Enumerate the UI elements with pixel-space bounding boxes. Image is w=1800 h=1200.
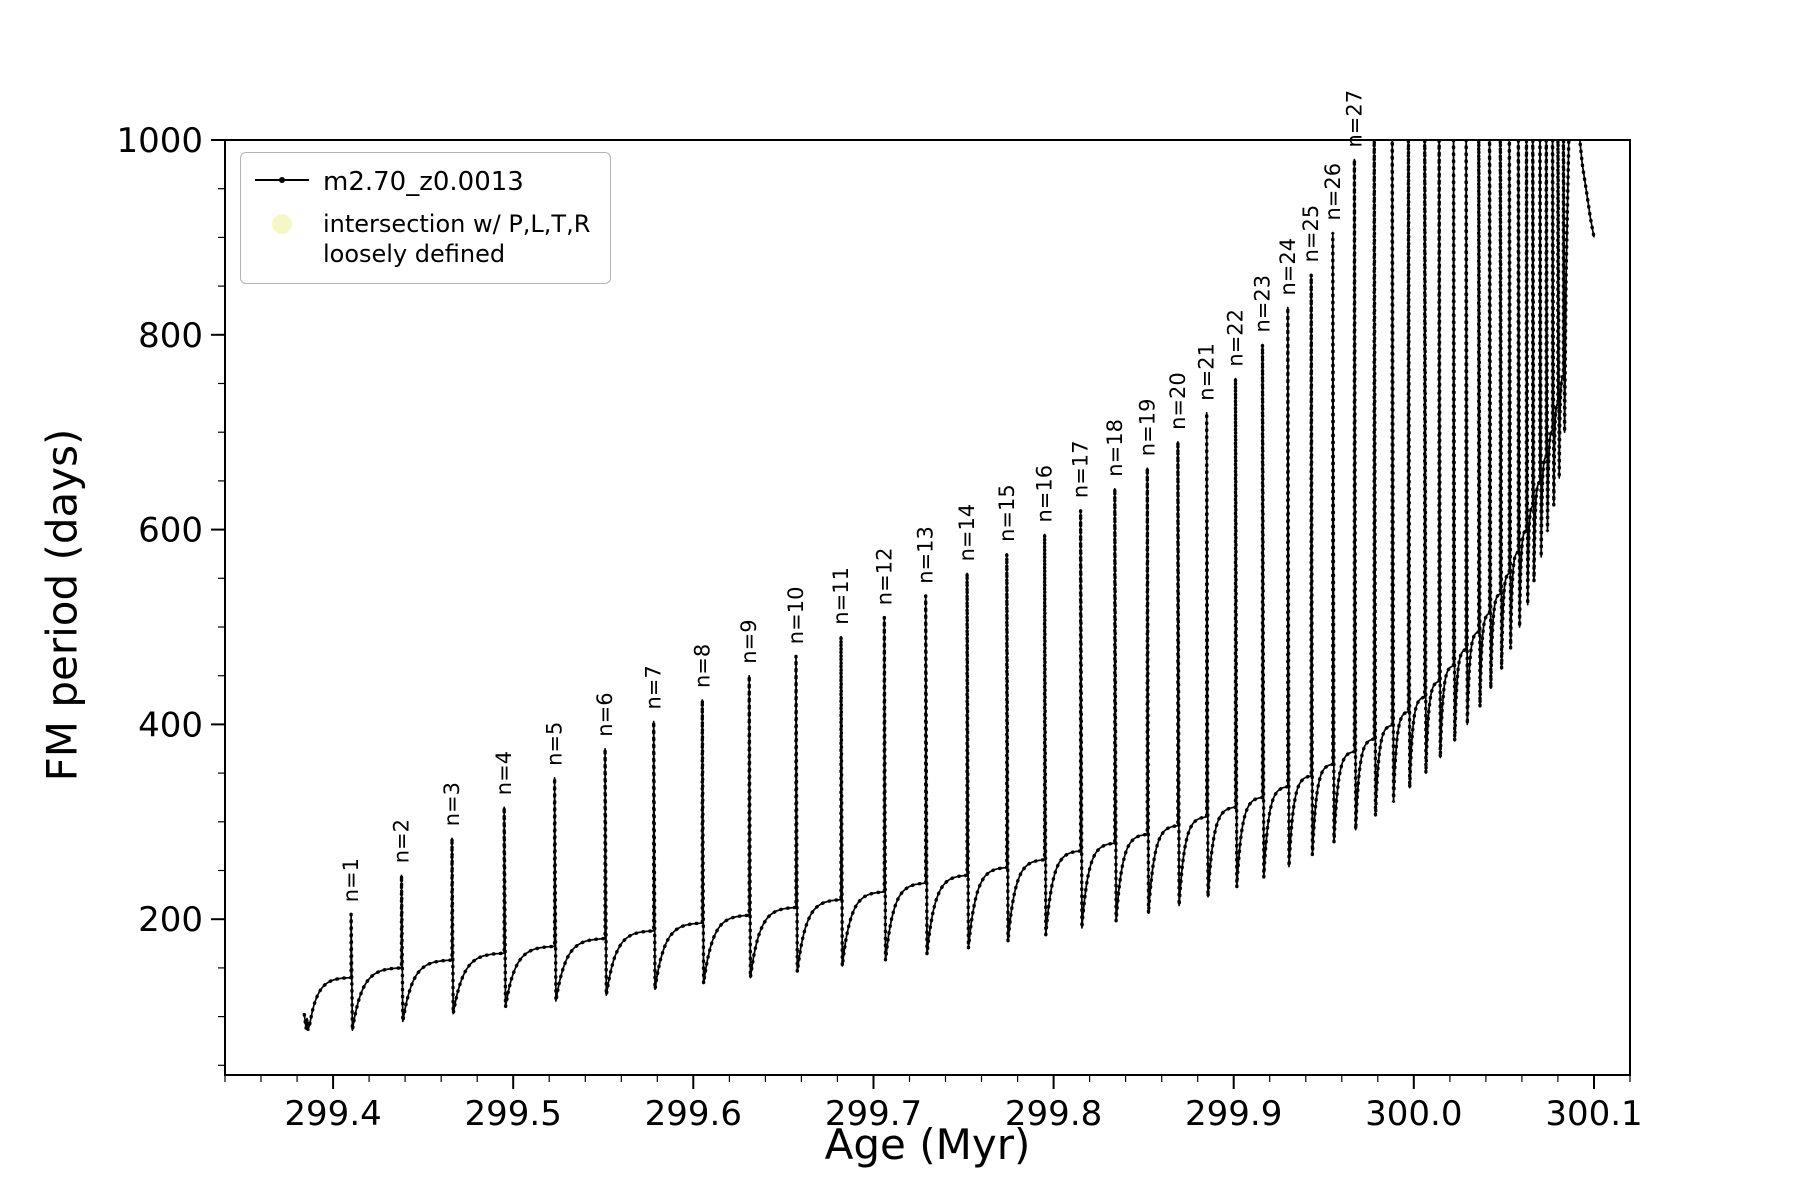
x-tick-label: 299.6 — [645, 1094, 742, 1134]
spike-label: n=11 — [829, 567, 853, 625]
legend-intersection-line2: loosely defined — [323, 239, 506, 268]
legend-intersection-line1: intersection w/ P,L,T,R — [323, 209, 591, 238]
spike-label: n=22 — [1224, 309, 1248, 367]
x-major-ticks — [332, 1075, 1595, 1089]
spike-label: n=15 — [995, 484, 1019, 542]
spike-label: n=8 — [690, 644, 714, 688]
spike-label: n=1 — [339, 858, 363, 902]
spike-label: n=5 — [543, 722, 567, 766]
x-tick-label: 299.5 — [465, 1094, 562, 1134]
spike-label: n=26 — [1321, 163, 1345, 221]
spike-label: n=19 — [1135, 399, 1159, 457]
spike-label: n=9 — [737, 619, 761, 663]
spike-label: n=6 — [593, 692, 617, 736]
y-tick-label: 600 — [138, 511, 203, 551]
legend-entry-series: m2.70_z0.0013 — [255, 165, 590, 199]
series-curve — [302, 140, 1596, 1032]
x-axis-label: Age (Myr) — [824, 1120, 1031, 1169]
intersection-marker-wrap — [255, 209, 309, 239]
spike-label: n=4 — [492, 751, 516, 795]
spike-label: n=18 — [1103, 419, 1127, 477]
x-tick-label: 299.7 — [825, 1094, 922, 1134]
spike-label: n=14 — [955, 504, 979, 562]
y-tick-labels: 200 400 600 800 1000 — [116, 121, 203, 940]
y-major-ticks — [211, 139, 225, 921]
spike-label: n=7 — [642, 665, 666, 709]
spike-label: n=20 — [1166, 372, 1190, 430]
spike-label: n=3 — [440, 782, 464, 826]
x-minor-ticks — [224, 1075, 1631, 1082]
spike-label: n=2 — [390, 819, 414, 863]
legend-entry-intersection: intersection w/ P,L,T,R loosely defined — [255, 209, 590, 269]
spike-label: n=12 — [872, 548, 896, 606]
intersection-dot-icon — [272, 213, 292, 234]
x-tick-label: 299.9 — [1185, 1094, 1282, 1134]
x-tick-label: 300.1 — [1545, 1094, 1642, 1134]
plot-spines — [224, 139, 1631, 1076]
y-minor-ticks — [218, 188, 225, 1066]
x-tick-label: 300.0 — [1365, 1094, 1462, 1134]
spike-label: n=24 — [1276, 238, 1300, 296]
spike-label: n=25 — [1299, 205, 1323, 263]
y-tick-label: 800 — [138, 316, 203, 356]
spike-label: n=16 — [1033, 465, 1057, 523]
spike-labels: n=1 n=2 n=3 n=4 n=5 n=6 n=7 n=8 n=9 n=10 n=11 n=12 n… — [339, 90, 1366, 902]
y-tick-label: 200 — [138, 900, 203, 940]
spike-label: n=17 — [1069, 440, 1093, 498]
spike-label: n=10 — [784, 587, 808, 645]
spike-label: n=13 — [914, 526, 938, 584]
x-tick-label: 299.8 — [1005, 1094, 1102, 1134]
legend-intersection-label: intersection w/ P,L,T,R loosely defined — [323, 209, 590, 269]
curve-markers — [302, 140, 1596, 1031]
x-tick-labels: 299.4 299.5 299.6 299.7 299.8 299.9 300.0 300.1 — [284, 1094, 1642, 1134]
legend-series-label: m2.70_z0.0013 — [323, 167, 524, 197]
spike-label: n=23 — [1251, 275, 1275, 333]
y-axis-label: FM period (days) — [37, 428, 87, 782]
spike-label: n=27 — [1342, 90, 1366, 148]
line-dot-marker-icon — [255, 165, 309, 195]
spike-label: n=21 — [1195, 343, 1219, 401]
x-tick-label: 299.4 — [284, 1094, 381, 1134]
y-tick-label: 1000 — [116, 121, 203, 161]
dot-marker-icon — [279, 177, 285, 183]
y-tick-label: 400 — [138, 705, 203, 745]
legend: m2.70_z0.0013 intersection w/ P,L,T,R lo… — [240, 152, 612, 284]
